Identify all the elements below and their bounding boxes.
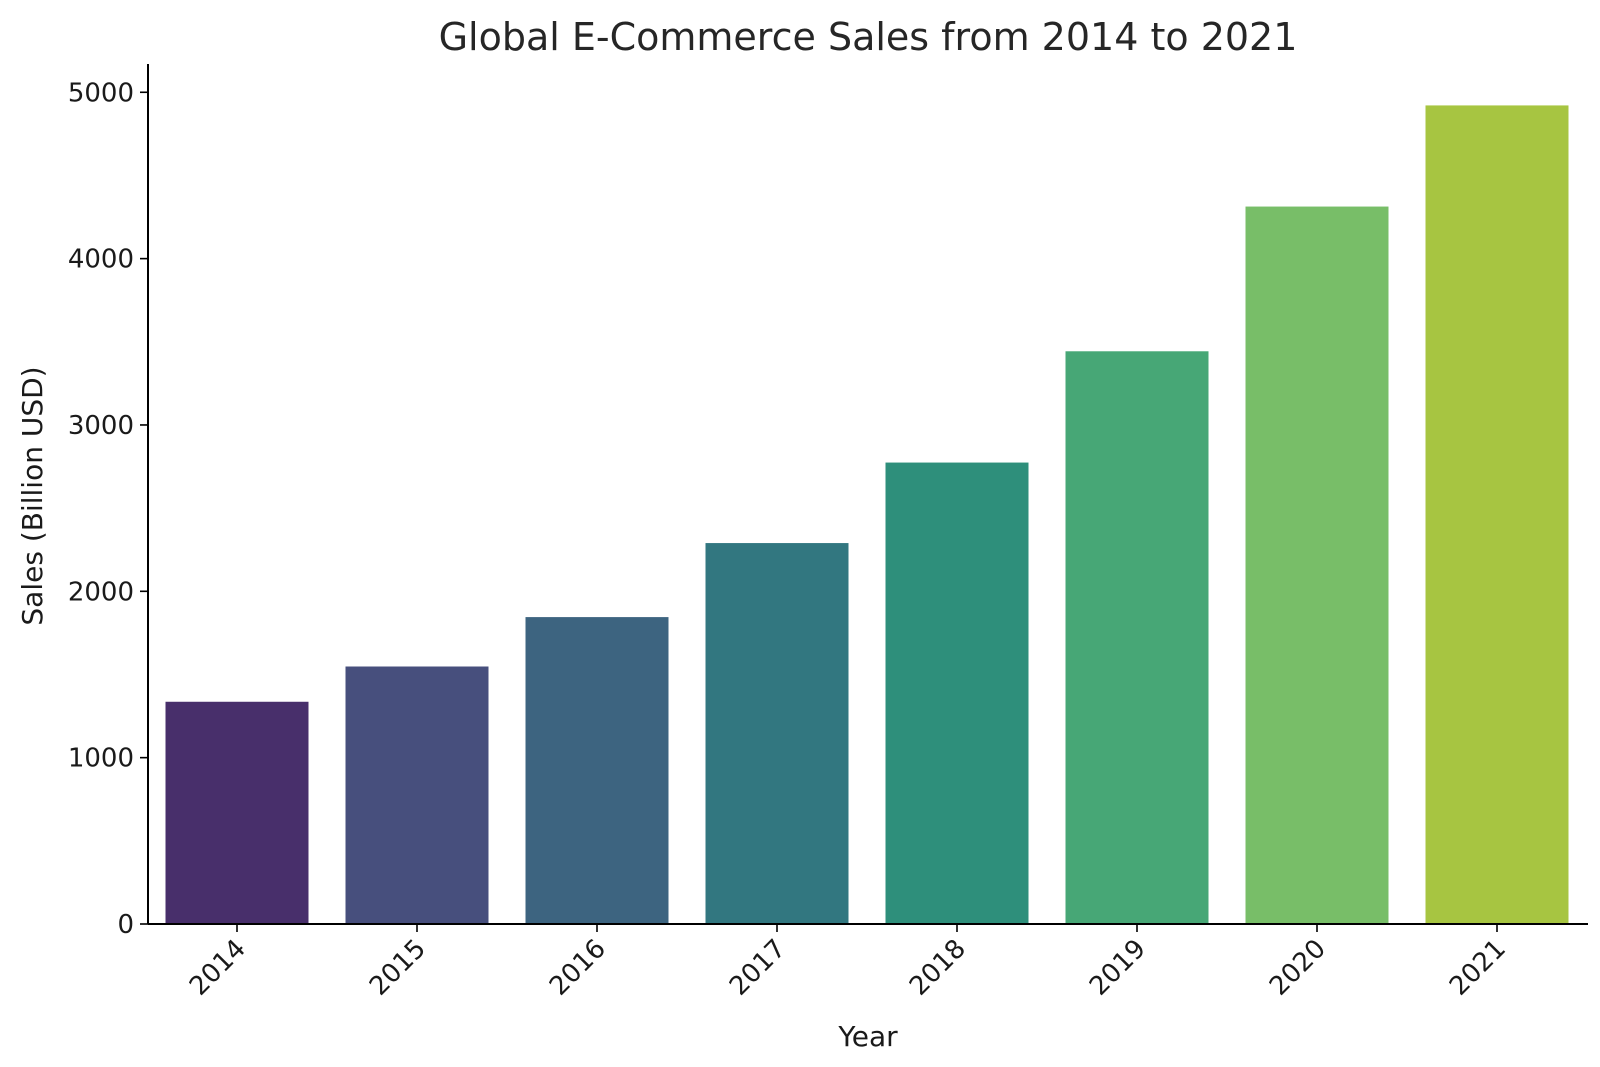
x-tick-label: 2015 — [364, 934, 432, 1002]
bar-2021 — [1425, 105, 1569, 924]
bar-2016 — [525, 617, 669, 924]
y-tick-label: 3000 — [68, 411, 134, 441]
bar-2014 — [165, 701, 309, 924]
bar-2017 — [705, 543, 849, 924]
x-tick-label: 2021 — [1444, 934, 1512, 1002]
bars — [165, 105, 1569, 924]
y-tick-label: 4000 — [68, 245, 134, 275]
x-tick-label: 2016 — [544, 934, 612, 1002]
bar-2015 — [345, 666, 489, 924]
x-tick-label: 2019 — [1084, 934, 1152, 1002]
x-axis-ticks: 2014 2015 2016 2017 2018 2019 2020 2021 — [184, 924, 1512, 1002]
bar-2019 — [1065, 351, 1209, 924]
y-tick-label: 1000 — [68, 744, 134, 774]
bar-2018 — [885, 462, 1029, 924]
bar-2020 — [1245, 206, 1389, 924]
y-tick-label: 5000 — [68, 78, 134, 108]
x-tick-label: 2017 — [724, 934, 792, 1002]
x-tick-label: 2020 — [1264, 934, 1332, 1002]
y-tick-label: 2000 — [68, 577, 134, 607]
y-axis-ticks: 0 1000 2000 3000 4000 5000 — [68, 78, 148, 940]
x-axis-label: Year — [837, 1020, 898, 1053]
y-tick-label: 0 — [117, 910, 134, 940]
y-axis-label: Sales (Billion USD) — [16, 366, 49, 625]
x-tick-label: 2018 — [904, 934, 972, 1002]
chart-title: Global E-Commerce Sales from 2014 to 202… — [439, 15, 1298, 59]
x-tick-label: 2014 — [184, 934, 252, 1002]
